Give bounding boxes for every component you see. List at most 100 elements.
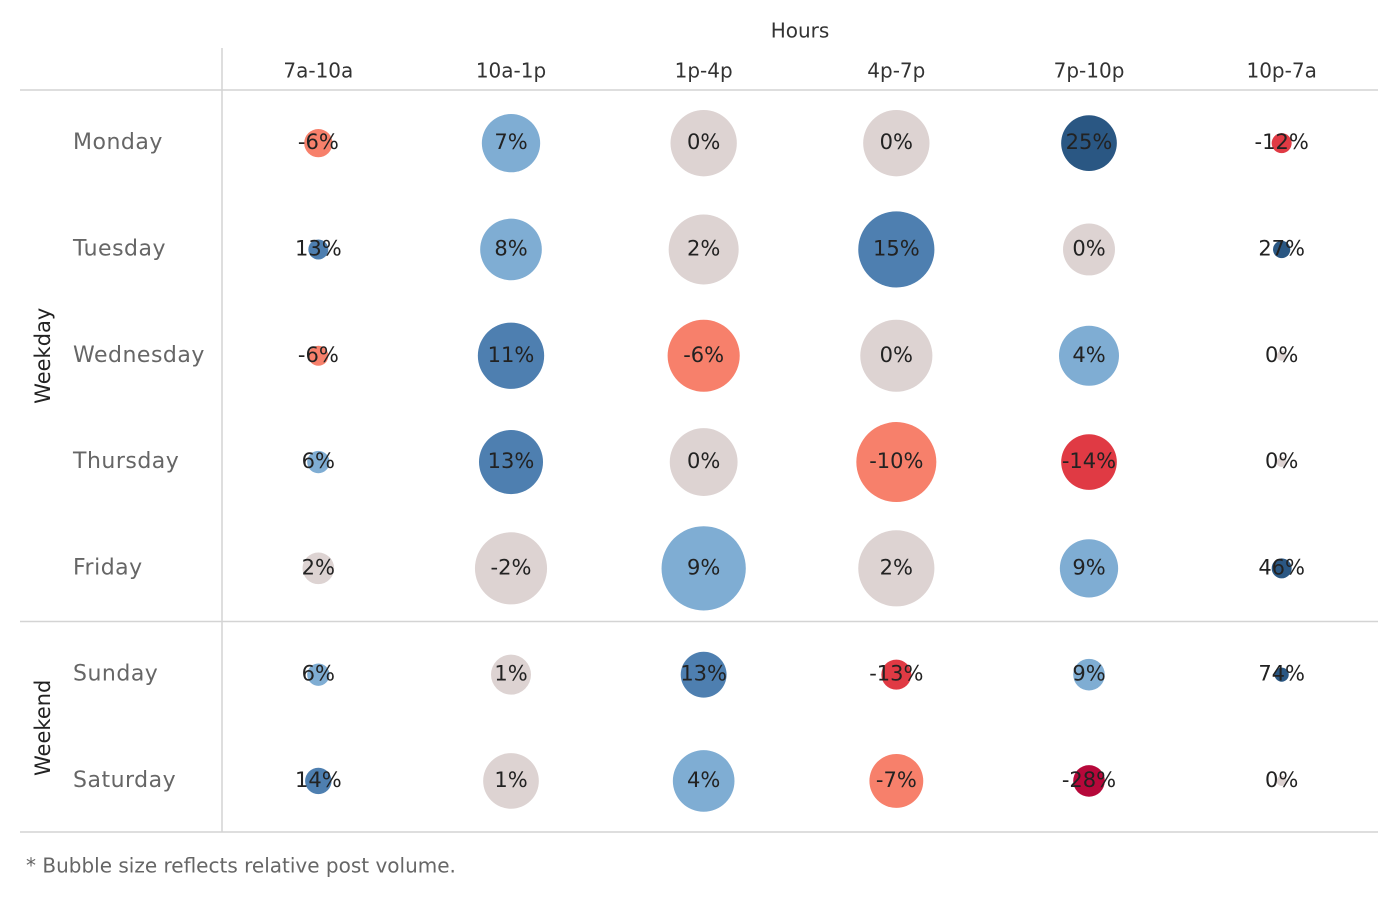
value-label: -6% [298,130,339,154]
bubble [863,109,930,177]
value-label: -6% [298,343,339,367]
bubble [1271,133,1292,154]
value-label: 27% [1258,236,1305,260]
bubble [491,654,531,695]
row-label: Monday [73,130,163,155]
column-header: 10p-7a [1246,59,1316,83]
bubble [1276,775,1287,786]
value-label: -10% [869,449,923,473]
bubble [661,526,746,611]
value-label: 0% [687,130,720,154]
footnote: * Bubble size reflects relative post vol… [26,854,456,878]
bubble [478,430,544,495]
value-label: -6% [683,343,724,367]
value-label: 1% [494,768,527,792]
bubble [1059,325,1119,386]
value-label: 11% [488,343,535,367]
bubble [480,218,542,281]
value-label: 1% [494,662,527,686]
value-label: 13% [295,236,342,260]
bubble [307,450,330,474]
value-label: -12% [1255,130,1309,154]
row-label: Thursday [72,449,179,474]
bubble [680,651,727,698]
value-label: 0% [1265,449,1298,473]
row-label: Tuesday [72,236,166,261]
bubble [672,750,735,812]
value-label: 6% [302,449,335,473]
value-label: 25% [1066,130,1113,154]
value-label: 4% [1072,343,1105,367]
value-label: 46% [1258,555,1305,579]
value-label: 15% [873,236,920,260]
bubble [1061,434,1117,490]
bubble [477,322,545,389]
bubble [669,428,738,496]
value-label: -2% [491,555,532,579]
bubble [858,530,935,607]
value-label: 0% [687,449,720,473]
bubble [667,319,740,392]
bubble [869,754,924,808]
bubble [858,211,935,288]
bubble [860,319,933,392]
bubble [1271,558,1292,579]
column-header: 10a-1p [476,59,546,83]
bubble [481,113,541,173]
bubble [856,422,937,503]
bubble [1073,765,1105,797]
bubble [1276,457,1287,468]
group-label: Weekday [31,308,55,404]
value-label: -14% [1062,449,1116,473]
bubble [308,239,329,260]
x-axis-title: Hours [771,19,830,43]
bubble [302,552,335,585]
value-label: 9% [1072,662,1105,686]
value-label: 8% [494,236,527,260]
value-label: 2% [880,555,913,579]
bubble [1273,240,1291,259]
column-header: 7p-10p [1054,59,1125,83]
value-label: -7% [876,768,917,792]
row-label: Friday [73,555,143,580]
value-label: 0% [880,130,913,154]
value-label: 14% [295,768,342,792]
value-label: 4% [687,768,720,792]
value-label: 2% [687,236,720,260]
value-label: 0% [1265,343,1298,367]
row-label: Wednesday [73,343,205,368]
row-label: Saturday [73,768,176,793]
row-label: Sunday [73,662,158,687]
value-label: 13% [680,662,727,686]
bubble [304,129,333,158]
value-label: 13% [488,449,535,473]
bubble [1063,223,1115,276]
value-label: 6% [302,662,335,686]
value-label: 9% [687,555,720,579]
column-header: 4p-7p [867,59,925,83]
bubble [305,767,332,795]
bubble [1274,667,1289,682]
value-label: 0% [1265,768,1298,792]
value-label: 0% [1072,236,1105,260]
bubble [483,753,539,809]
bubble [881,659,912,690]
value-label: -28% [1062,768,1116,792]
group-label: Weekend [31,680,55,776]
value-label: 2% [302,555,335,579]
value-label: 9% [1072,555,1105,579]
bubble [1276,350,1287,361]
bubble [1061,115,1117,171]
bubble [668,214,739,285]
bubble [1059,539,1119,598]
value-label: 74% [1258,662,1305,686]
value-label: -13% [869,662,923,686]
bubble [474,532,548,605]
bubble [308,345,329,366]
bubble [1073,658,1105,691]
value-label: 0% [880,343,913,367]
column-header: 7a-10a [283,59,353,83]
bubble [307,663,330,686]
bubble [670,109,737,177]
